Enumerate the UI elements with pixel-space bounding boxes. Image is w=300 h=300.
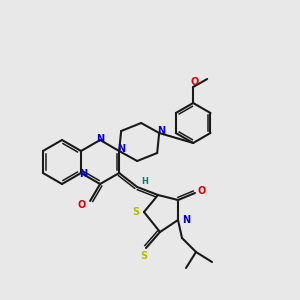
Text: N: N [182, 215, 190, 225]
Text: N: N [117, 144, 125, 154]
Text: H: H [142, 178, 148, 187]
Text: S: S [132, 207, 140, 217]
Text: S: S [140, 251, 148, 261]
Text: O: O [78, 200, 86, 210]
Text: N: N [79, 169, 87, 179]
Text: N: N [96, 134, 104, 144]
Text: O: O [198, 186, 206, 196]
Text: O: O [190, 77, 198, 87]
Text: N: N [157, 126, 165, 136]
